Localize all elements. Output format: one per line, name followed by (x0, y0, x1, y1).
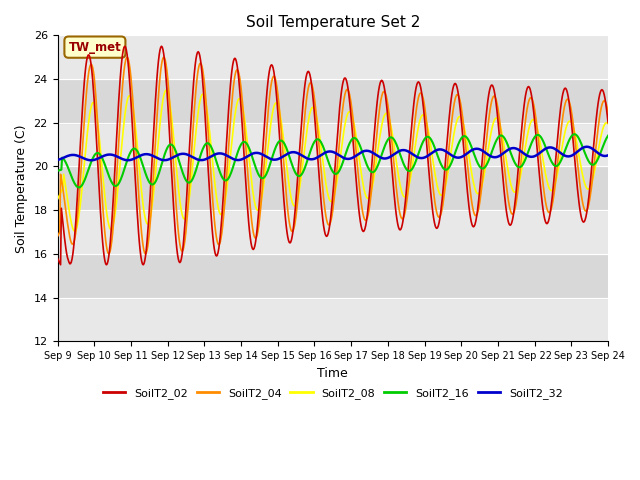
Bar (58, 254, 608, 298)
Bar (58, 210, 608, 254)
Bar (58, 36, 608, 79)
Bar (58, 79, 608, 123)
Y-axis label: Soil Temperature (C): Soil Temperature (C) (15, 124, 28, 252)
Legend: SoilT2_02, SoilT2_04, SoilT2_08, SoilT2_16, SoilT2_32: SoilT2_02, SoilT2_04, SoilT2_08, SoilT2_… (99, 383, 567, 403)
Title: Soil Temperature Set 2: Soil Temperature Set 2 (246, 15, 420, 30)
X-axis label: Time: Time (317, 367, 348, 380)
Text: TW_met: TW_met (68, 41, 122, 54)
Bar (58, 298, 608, 341)
Bar (58, 167, 608, 210)
Bar (58, 123, 608, 167)
